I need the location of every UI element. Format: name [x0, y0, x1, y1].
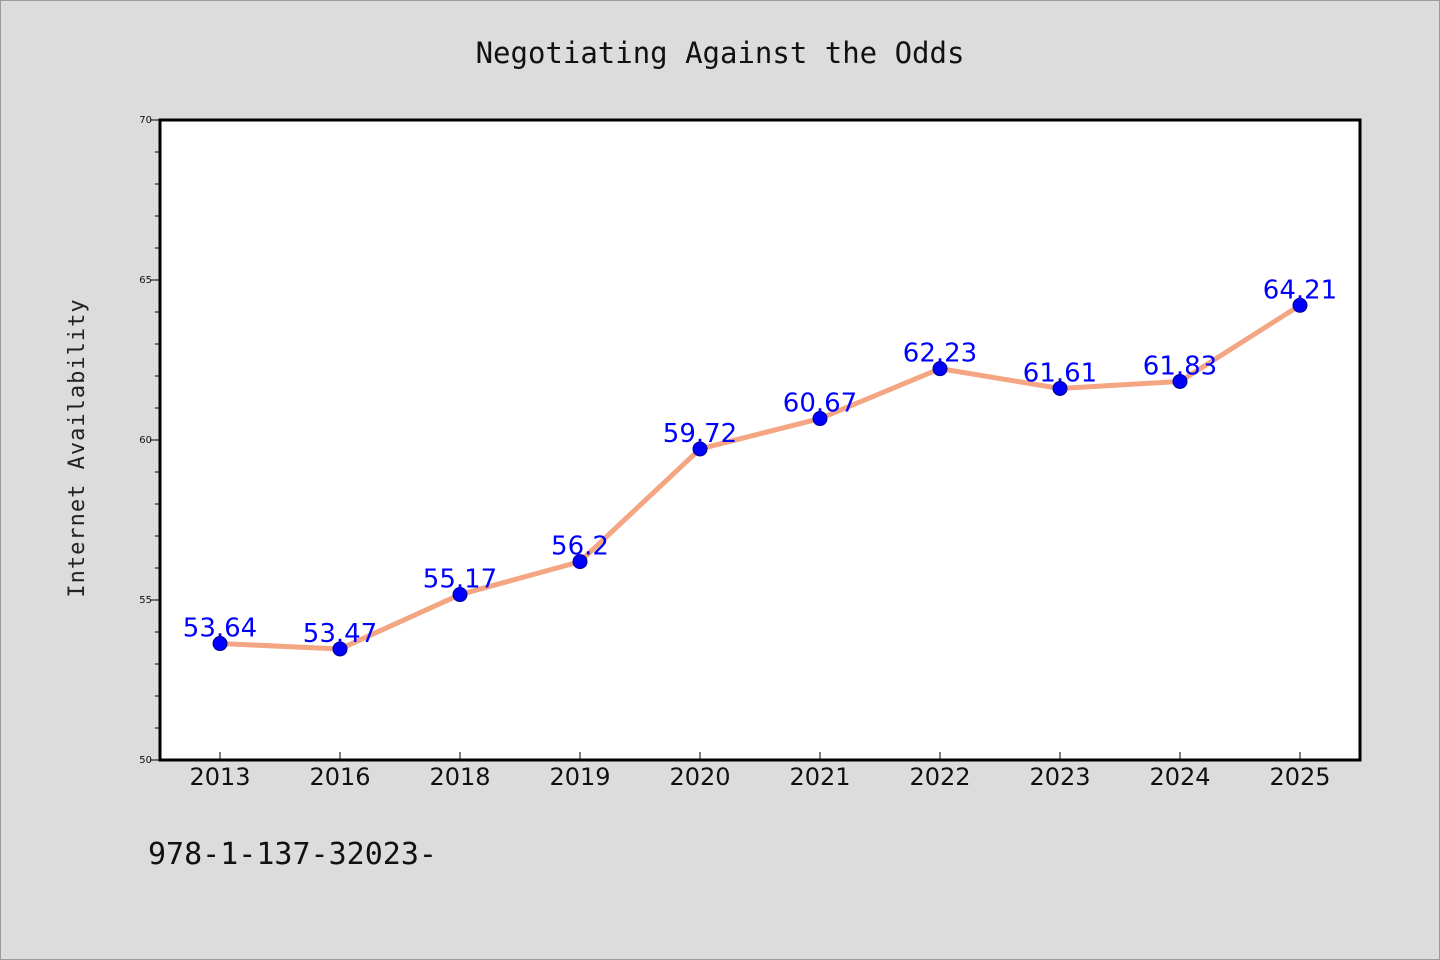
data-label: 53.47	[303, 619, 377, 649]
y-tick-label: 60	[139, 435, 152, 446]
data-point	[1172, 373, 1188, 389]
x-tick-label: 2024	[1149, 763, 1210, 791]
x-axis-ticks: 2013 2016 2018 2019 2020 2021 2022 2023 2024 2025	[189, 752, 1331, 791]
data-point	[332, 641, 348, 657]
data-label: 53.64	[183, 614, 257, 644]
data-point	[932, 361, 948, 377]
y-minor-ticks	[155, 151, 160, 729]
data-label: 61.83	[1143, 351, 1217, 381]
x-tick-label: 2022	[909, 763, 970, 791]
series-group: 53.64 53.47 55.17 56.2 59.72 60.67 62.23 61.61 6…	[183, 275, 1337, 657]
data-point	[572, 554, 588, 570]
data-point	[812, 411, 828, 427]
y-tick-label: 55	[139, 595, 152, 606]
footer-text: 978-1-137-32023-	[148, 837, 437, 872]
y-axis-label: Internet Availability	[65, 298, 90, 597]
plot-area	[158, 118, 1362, 762]
y-axis-ticks: 50 55 60 65 70	[139, 115, 160, 766]
chart-title: Negotiating Against the Odds	[476, 36, 965, 70]
y-tick-label: 50	[139, 755, 152, 766]
data-label: 56.2	[551, 532, 609, 562]
data-point	[1292, 297, 1308, 313]
x-tick-label: 2019	[549, 763, 610, 791]
x-tick-label: 2018	[429, 763, 490, 791]
x-tick-label: 2025	[1269, 763, 1330, 791]
data-label: 60.67	[783, 389, 857, 419]
y-tick-label: 70	[139, 115, 152, 126]
data-point	[692, 441, 708, 457]
y-tick-label: 65	[139, 275, 152, 286]
x-tick-label: 2016	[309, 763, 370, 791]
x-tick-label: 2021	[789, 763, 850, 791]
x-tick-label: 2023	[1029, 763, 1090, 791]
x-tick-label: 2020	[669, 763, 730, 791]
data-point	[212, 636, 228, 652]
data-label: 62.23	[903, 339, 977, 369]
data-label: 61.61	[1023, 358, 1097, 388]
data-label: 64.21	[1263, 275, 1337, 305]
data-point	[452, 587, 468, 603]
series-line	[217, 302, 1303, 652]
data-point	[1052, 380, 1068, 396]
x-tick-label: 2013	[189, 763, 250, 791]
data-label: 59.72	[663, 419, 737, 449]
data-label: 55.17	[423, 565, 497, 595]
